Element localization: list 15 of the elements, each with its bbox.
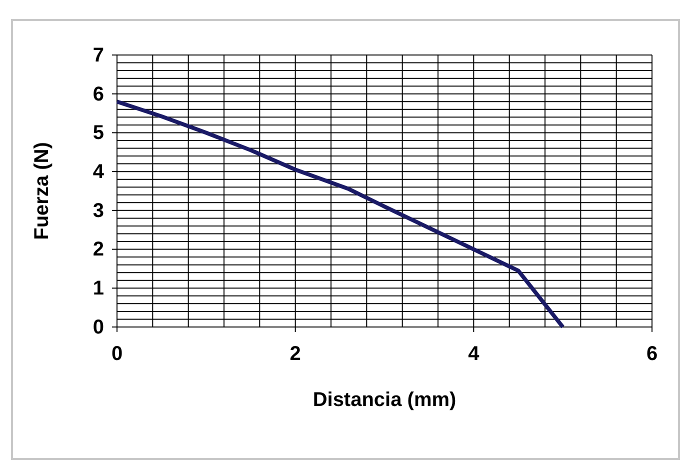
x-tick-label: 6 [646, 343, 658, 366]
y-tick-label: 1 [92, 278, 104, 300]
x-tick-label: 0 [111, 343, 123, 366]
x-tick-label: 2 [290, 343, 301, 366]
y-tick-label: 2 [92, 238, 104, 261]
y-axis-title: Fuerza (N) [31, 142, 53, 240]
x-axis-title: Distancia (mm) [312, 389, 456, 411]
y-tick-label: 0 [92, 316, 104, 338]
line-series [115, 100, 565, 329]
y-tick-label: 6 [92, 83, 104, 106]
y-tick-label: 4 [92, 160, 105, 183]
y-tick-label: 5 [92, 122, 104, 144]
x-tick-label: 4 [468, 343, 480, 366]
y-tick-label: 7 [92, 44, 104, 66]
y-tick-label: 3 [92, 200, 104, 222]
